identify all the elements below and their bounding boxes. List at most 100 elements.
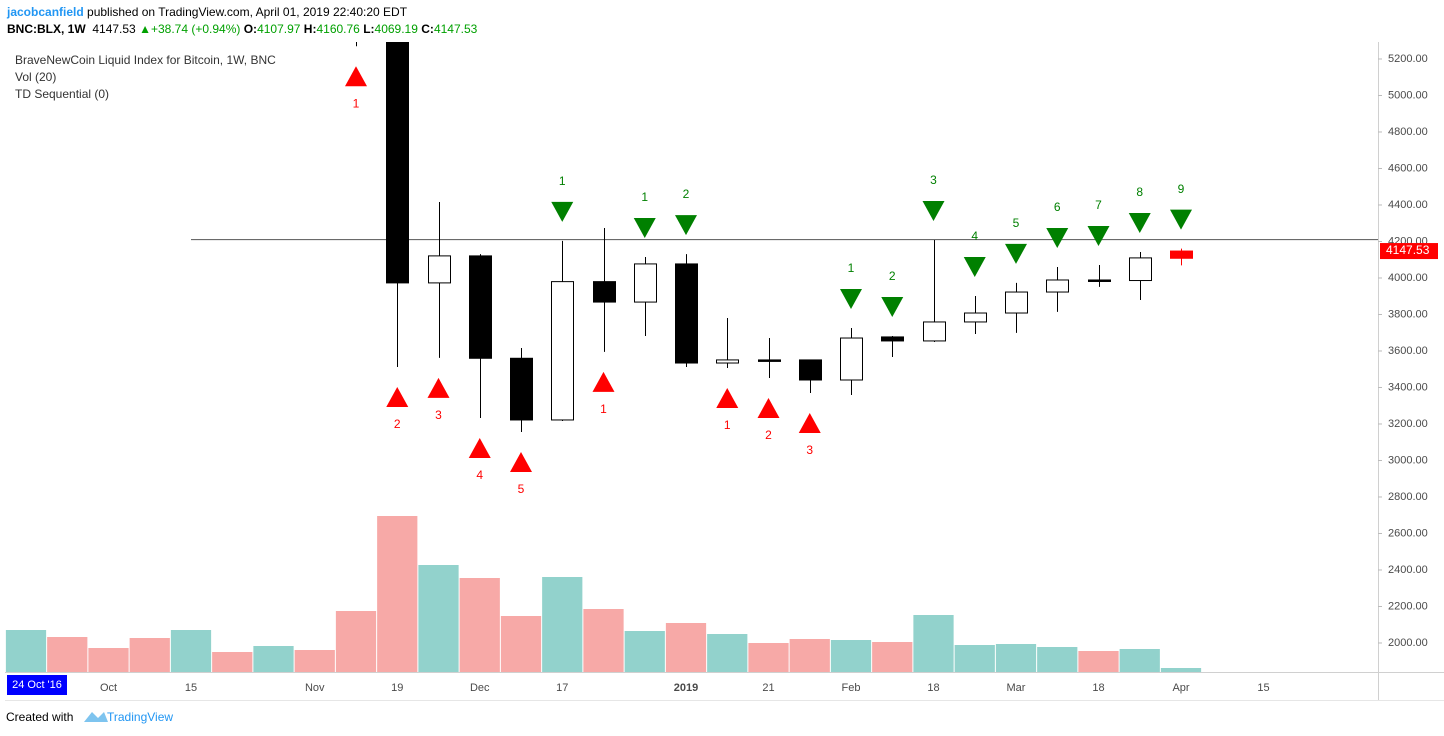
td-sell-count: 1 [848,261,855,275]
h-label: H: [303,22,317,36]
x-tick-label: 19 [391,682,403,694]
td-buy-count: 3 [435,408,442,422]
y-tick-label: 5000.00 [1388,89,1428,101]
td-buy-marker [592,371,615,392]
volume-bar [170,630,212,672]
volume-bar [1119,649,1160,672]
x-tick-label: Nov [305,682,325,694]
chart-title: BraveNewCoin Liquid Index for Bitcoin, 1… [15,53,276,67]
y-tick-label: 2800.00 [1388,491,1428,503]
x-tick-label: 17 [556,682,568,694]
td-sell-count: 2 [889,269,896,283]
td-sell-count: 3 [930,173,937,187]
y-tick-label: 4600.00 [1388,162,1428,174]
volume-bar [665,623,707,672]
close: 4147.53 [433,22,478,36]
candle-body [840,337,863,381]
td-sell-marker [1170,209,1192,230]
brand-logo [84,712,108,722]
volume-bar [1078,651,1119,672]
td-sell-count: 7 [1095,198,1102,212]
candle-body [758,359,781,362]
candle-body [1046,279,1069,293]
y-tick-label: 5200.00 [1388,53,1428,65]
volume-bar [954,645,995,672]
td-buy-marker [510,452,532,473]
td-buy-count: 2 [394,417,401,431]
candle-body [469,255,492,359]
y-tick-label: 2200.00 [1388,600,1428,612]
axes: 2000.00 2200.00 2400.00 2600.00 2800.00 3000.… [100,53,1438,694]
volume-bar [789,639,830,672]
x-tick-label: 2019 [674,682,698,694]
candle-body [799,359,822,381]
x-tick-label: Dec [470,682,490,694]
author[interactable]: jacobcanfield [7,5,84,19]
l-label: L: [363,22,375,36]
volume-bar [88,648,129,672]
y-tick-label: 4000.00 [1388,272,1428,284]
td-sell-count: 2 [683,187,690,201]
td-sell-marker [881,297,904,318]
volume-bar [212,652,253,672]
candle-body [386,42,409,284]
candle-body [428,255,451,284]
volume-bar [377,516,418,672]
header-line: BNC:BLX, 1W 4147.53 ▲+38.74 (+0.94%) O:4… [7,22,477,36]
td-buy-count: 2 [765,428,772,442]
candle-body [1129,257,1152,282]
indicator-label: Vol (20) [15,70,56,84]
candle-body [964,312,987,323]
header-line: jacobcanfield published on TradingView.c… [7,5,407,19]
volume-bar [1160,668,1202,672]
volume-bar [1037,647,1078,672]
candle-body [716,359,739,364]
x-tick-label: Feb [842,682,861,694]
o-label: O: [243,22,258,36]
cursor-box [7,675,67,695]
indicator-label: TD Sequential (0) [15,87,109,101]
x-tick-label: 15 [1257,682,1269,694]
volume-bar [129,638,170,672]
td-buy-count: 5 [518,482,525,496]
td-sell-marker [1046,228,1069,249]
volume-layer [5,516,1202,672]
td-sell-marker [551,201,574,222]
td-buy-count: 4 [476,468,483,482]
volume-bar [5,630,47,672]
td-sell-marker [1128,213,1151,234]
y-tick-label: 3600.00 [1388,345,1428,357]
td-buy-count: 3 [806,443,813,457]
last-price-label: 4147.53 [1386,243,1430,257]
td-buy-marker [716,387,739,408]
footer-brand: TradingView [107,710,173,724]
td-sell-count: 8 [1136,185,1143,199]
published: published on TradingView.com, April 01, … [87,5,408,19]
y-tick-label: 3200.00 [1388,418,1428,430]
candle-body [1088,279,1111,282]
td-sell-marker [1005,243,1027,264]
y-tick-label: 3000.00 [1388,454,1428,466]
high: 4160.76 [316,22,360,36]
volume-bar [500,616,542,672]
volume-bar [995,644,1037,672]
last-price-box [1380,243,1438,260]
td-sell-marker [633,217,656,238]
volume-bar [459,578,500,672]
candle-body [510,357,533,421]
low: 4069.19 [374,22,418,36]
td-sell-marker [840,288,862,309]
td-sell-count: 1 [641,190,648,204]
x-tick-label: 18 [927,682,939,694]
volume-bar [913,615,954,672]
change: +38.74 (+0.94%) [150,22,241,36]
td-sell-count: 5 [1013,216,1020,230]
volume-bar [418,565,459,672]
c-label: C: [421,22,434,36]
y-tick-label: 4400.00 [1388,199,1428,211]
x-tick-label: 15 [185,682,197,694]
volume-bar [335,611,377,672]
volume-bar [47,637,88,672]
cursor-label: 24 Oct '16 [12,679,62,691]
